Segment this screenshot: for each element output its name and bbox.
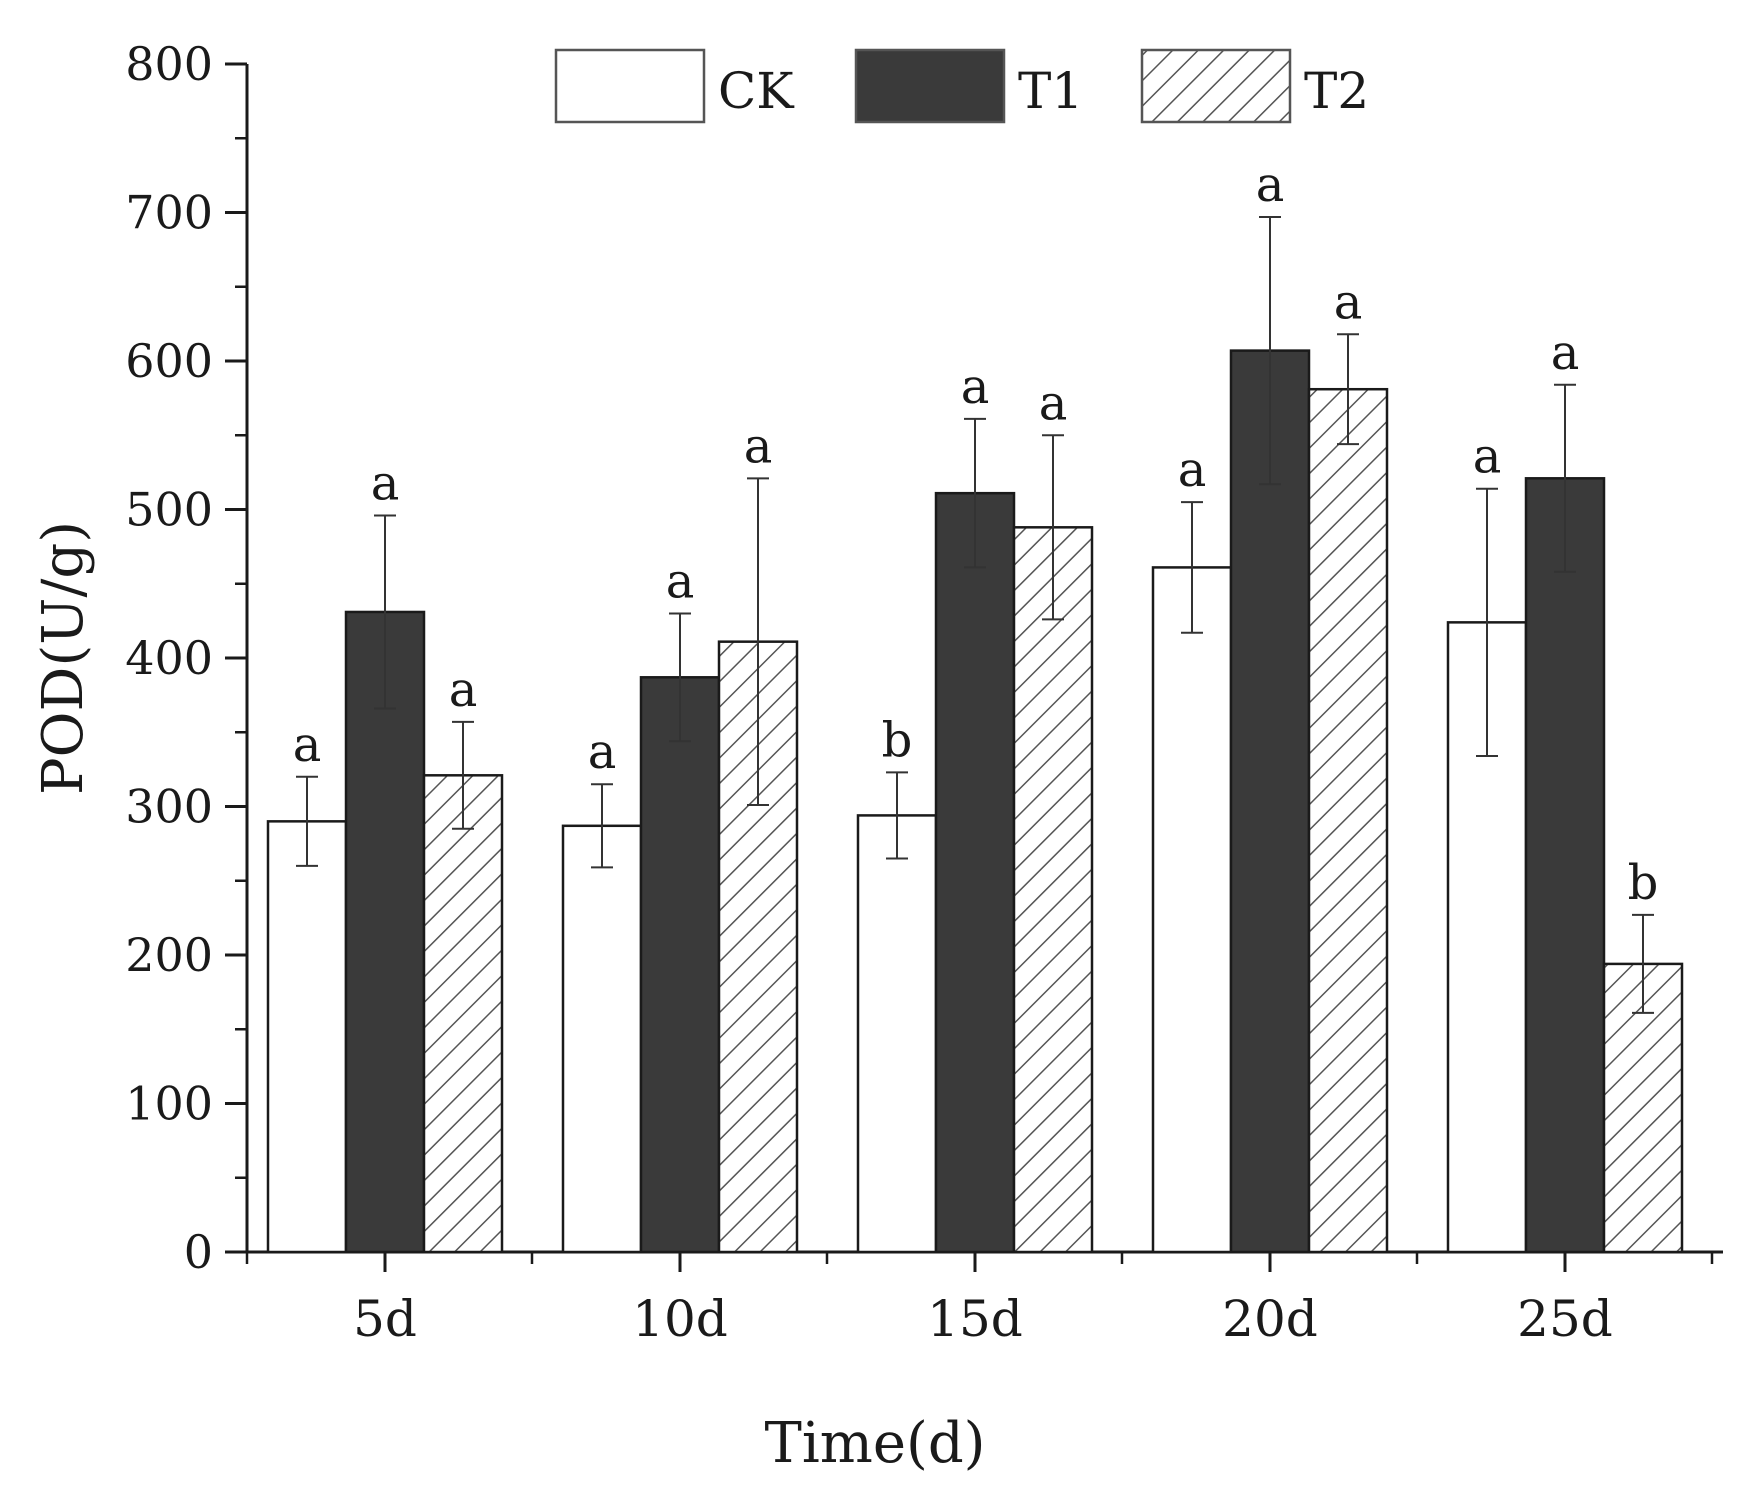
- y-tick-label: 0: [184, 1225, 213, 1279]
- legend-swatch-ck: [554, 48, 706, 124]
- x-category-label: 15d: [927, 1290, 1023, 1348]
- legend-swatch-t2: [1140, 48, 1292, 124]
- bar-ck: [266, 820, 348, 1254]
- x-category-label: 20d: [1222, 1290, 1318, 1348]
- significance-label: b: [882, 712, 913, 768]
- significance-label: a: [666, 553, 695, 609]
- significance-label: a: [1039, 375, 1068, 431]
- significance-label: a: [1178, 442, 1207, 498]
- y-tick-label: 500: [125, 483, 213, 537]
- significance-label: a: [371, 455, 400, 511]
- legend: CK T1 T2: [554, 48, 1369, 124]
- bar-t1: [934, 491, 1016, 1254]
- significance-label: a: [1256, 157, 1285, 213]
- y-tick-label: 600: [125, 334, 213, 388]
- bar-t2: [1307, 387, 1389, 1254]
- significance-label: a: [961, 359, 990, 415]
- significance-label: a: [588, 724, 617, 780]
- legend-swatch-t1: [854, 48, 1006, 124]
- legend-label-ck: CK: [718, 62, 795, 120]
- bars-layer: [266, 349, 1684, 1254]
- legend-label-t2: T2: [1304, 62, 1369, 120]
- bar-t2: [422, 774, 504, 1254]
- bar-t1: [1524, 477, 1606, 1254]
- bar-ck: [1151, 566, 1233, 1254]
- y-tick-label: 400: [125, 631, 213, 685]
- x-category-label: 10d: [632, 1290, 728, 1348]
- bar-ck: [856, 814, 938, 1254]
- x-category-label: 5d: [353, 1290, 417, 1348]
- significance-label: a: [1334, 274, 1363, 330]
- x-axis-title: Time(d): [764, 1411, 985, 1476]
- significance-label: a: [1473, 429, 1502, 485]
- bar-t1: [1229, 349, 1311, 1254]
- bar-ck: [561, 824, 643, 1254]
- y-tick-label: 100: [125, 1077, 213, 1131]
- legend-label-t1: T1: [1018, 62, 1083, 120]
- y-tick-label: 200: [125, 928, 213, 982]
- axes-layer: 0 100 200 300 400 500 600 700 800 5d 10d 15d 20d 25d P…: [31, 37, 1723, 1476]
- significance-label: a: [1551, 325, 1580, 381]
- significance-label: a: [449, 662, 478, 718]
- y-tick-label: 700: [125, 186, 213, 240]
- significance-label: a: [293, 717, 322, 773]
- error-bars-layer: [296, 215, 1654, 1014]
- bar-t2: [1012, 526, 1094, 1254]
- significance-label: a: [744, 418, 773, 474]
- y-axis-title: POD(U/g): [31, 521, 96, 795]
- y-tick-label: 300: [125, 780, 213, 834]
- significance-label: b: [1628, 855, 1659, 911]
- bar-t1: [639, 676, 721, 1254]
- y-tick-label: 800: [125, 37, 213, 91]
- x-category-label: 25d: [1517, 1290, 1613, 1348]
